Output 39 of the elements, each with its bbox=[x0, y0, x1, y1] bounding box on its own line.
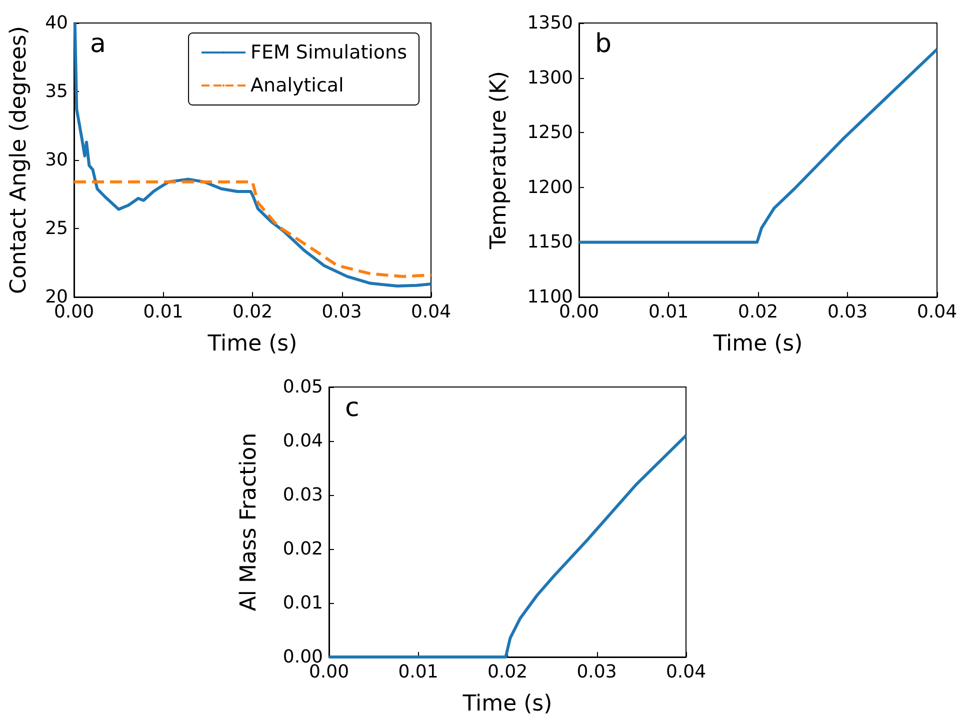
x-tick-label: 0.02 bbox=[738, 302, 778, 322]
y-axis-title: Temperature (K) bbox=[486, 71, 512, 250]
annotation: a bbox=[90, 29, 106, 59]
legend-label: FEM Simulations bbox=[250, 42, 408, 64]
y-axis-title: Contact Angle (degrees) bbox=[6, 26, 32, 294]
x-tick-label: 0.01 bbox=[143, 302, 184, 322]
line-series bbox=[73, 22, 432, 288]
x-tick-label: 0.03 bbox=[322, 302, 362, 322]
x-axis-title: Time (s) bbox=[712, 332, 803, 356]
y-tick-label: 25 bbox=[45, 218, 68, 239]
x-tick-label: 0.03 bbox=[576, 662, 617, 682]
y-tick-label: 1250 bbox=[527, 122, 573, 144]
x-tick-label: 0.03 bbox=[827, 302, 868, 322]
y-tick-label: 0.05 bbox=[282, 376, 323, 398]
y-axis-title: Al Mass Fraction bbox=[236, 432, 262, 612]
x-tick-label: 0.02 bbox=[487, 662, 528, 682]
y-tick-label: 0.02 bbox=[282, 538, 323, 560]
x-tick-label: 0.04 bbox=[916, 302, 958, 322]
y-tick-label: 35 bbox=[45, 81, 68, 102]
legend-label: Analytical bbox=[250, 74, 344, 96]
y-tick-label: 40 bbox=[45, 12, 68, 34]
x-axis-title: Time (s) bbox=[462, 692, 552, 716]
x-tick-label: 0.02 bbox=[232, 302, 273, 322]
y-tick-label: 1300 bbox=[527, 67, 573, 88]
x-axis-title: Time (s) bbox=[206, 332, 298, 356]
x-tick-label: 0.01 bbox=[398, 662, 438, 682]
annotation: b bbox=[595, 29, 612, 59]
y-tick-label: 0.01 bbox=[282, 592, 323, 614]
y-tick-label: 1150 bbox=[527, 232, 573, 253]
y-tick-label: 30 bbox=[45, 150, 68, 170]
line-series bbox=[72, 180, 432, 278]
x-tick-label: 0.04 bbox=[410, 302, 452, 322]
x-tick-label: 0.01 bbox=[648, 302, 689, 322]
y-tick-label: 0.03 bbox=[282, 484, 323, 506]
annotation: c bbox=[345, 393, 360, 423]
y-tick-label: 0.04 bbox=[282, 430, 323, 452]
y-tick-label: 1350 bbox=[527, 12, 573, 34]
x-tick-label: 0.04 bbox=[666, 662, 706, 682]
y-tick-label: 1200 bbox=[527, 176, 573, 198]
